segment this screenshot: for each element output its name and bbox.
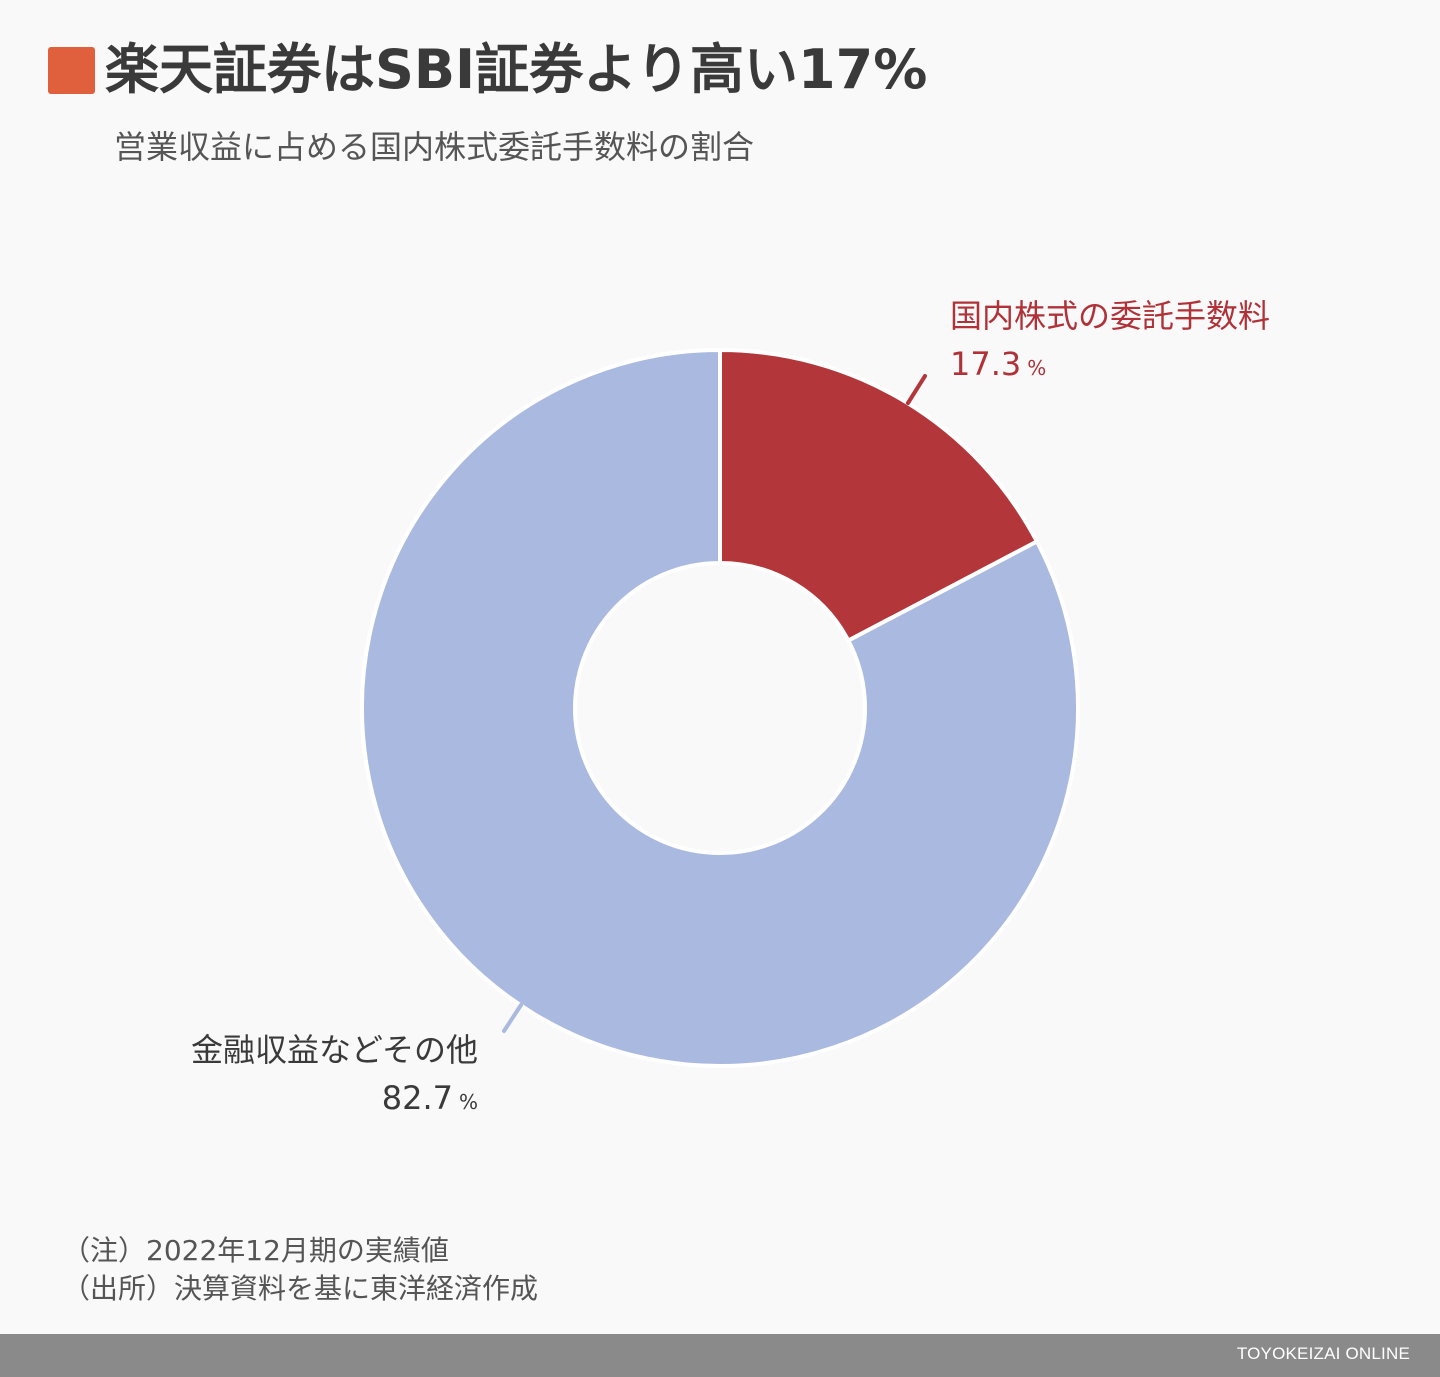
label-value: 82.7 (381, 1079, 453, 1117)
leader-line-blue (502, 1003, 523, 1033)
title-marker-square (48, 46, 95, 94)
footer-brand: TOYOKEIZAI ONLINE (1236, 1344, 1410, 1363)
leader-line-red (906, 374, 927, 405)
label-value: 17.3 (950, 345, 1022, 383)
label-name: 国内株式の委託手数料 (950, 297, 1271, 335)
label-unit: % (1027, 356, 1047, 380)
label-value-row: 82.7% (191, 1074, 478, 1122)
label-financial-revenue-other: 金融収益などその他 82.7% (191, 1026, 478, 1122)
chart-title-row: 楽天証券はSBI証券より高い17% (48, 38, 927, 103)
chart-notes: （注）2022年12月期の実績値 （出所）決算資料を基に東洋経済作成 (62, 1232, 538, 1308)
footer-bar: TOYOKEIZAI ONLINE (0, 1334, 1440, 1377)
source-text: （出所）決算資料を基に東洋経済作成 (62, 1272, 539, 1305)
donut-slices (360, 347, 1080, 1068)
donut-slice-domestic-stock-commission (718, 347, 1040, 644)
label-unit: % (458, 1090, 478, 1114)
note-text: （注）2022年12月期の実績値 (62, 1234, 449, 1267)
label-domestic-stock-commission: 国内株式の委託手数料 17.3% (950, 292, 1270, 388)
chart-title: 楽天証券はSBI証券より高い17% (105, 38, 928, 101)
donut-slice-other (360, 347, 1080, 1068)
label-value-row: 17.3% (950, 340, 1270, 388)
label-name: 金融収益などその他 (190, 1031, 478, 1069)
chart-subtitle: 営業収益に占める国内株式委託手数料の割合 (114, 128, 755, 166)
